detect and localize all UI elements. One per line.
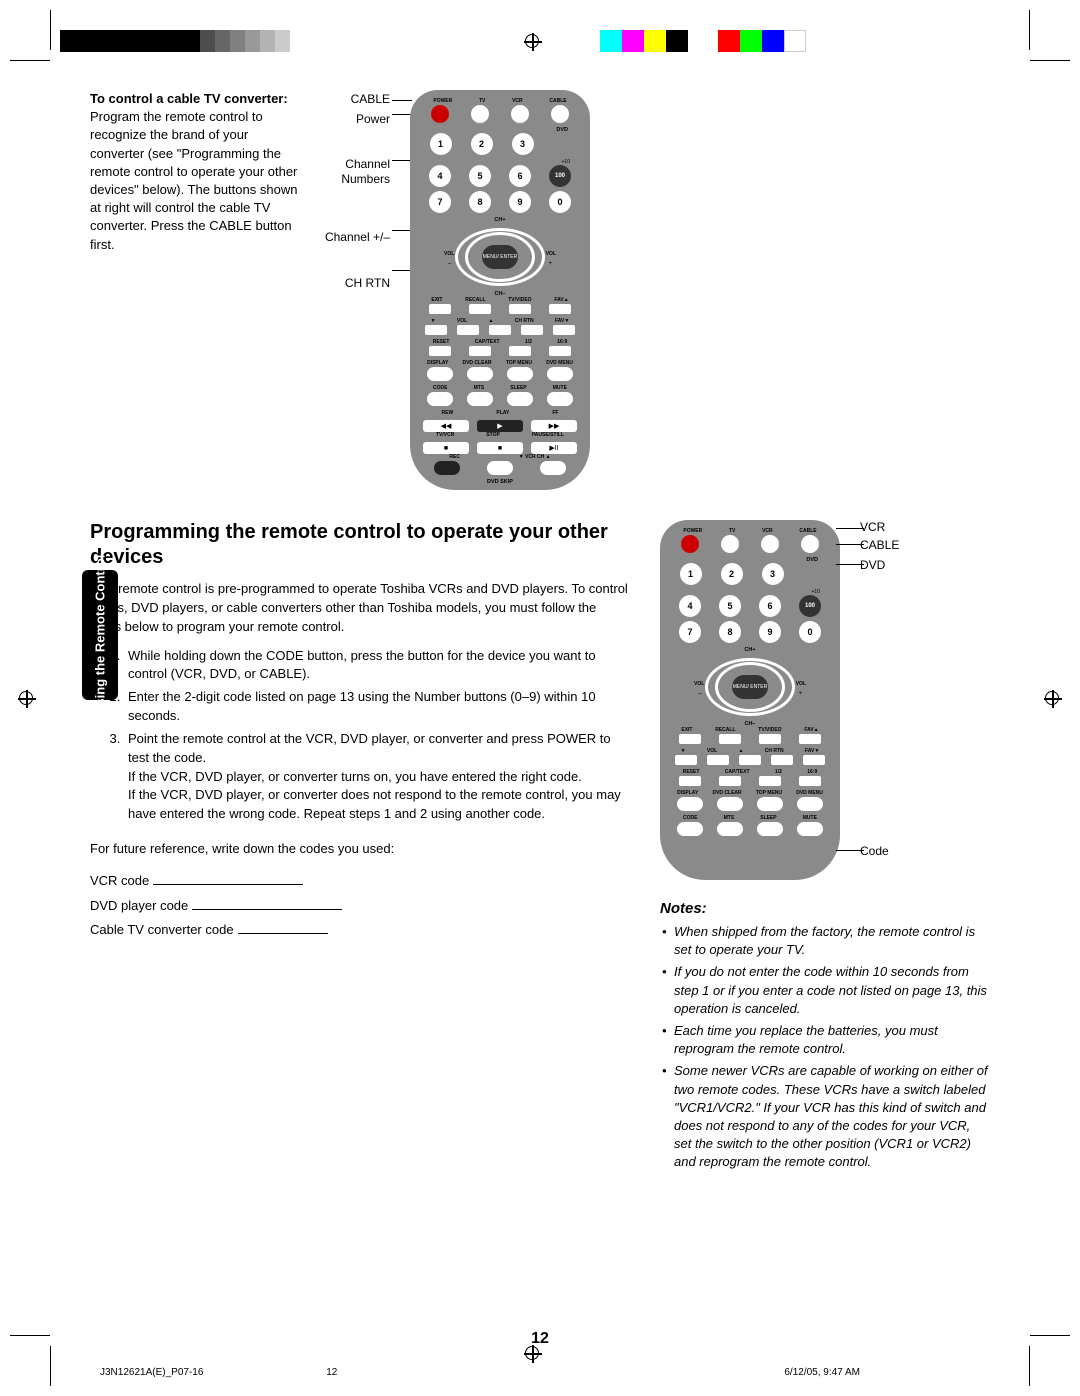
registration-mark-top bbox=[524, 33, 542, 51]
section-heading: To control a cable TV converter: bbox=[90, 90, 300, 108]
code-line: Cable TV converter code bbox=[90, 918, 630, 943]
main-text-column: Programming the remote control to operat… bbox=[90, 520, 630, 1175]
code-line: VCR code bbox=[90, 869, 630, 894]
notes-list: When shipped from the factory, the remot… bbox=[660, 923, 990, 1171]
callout-label: DVD bbox=[860, 558, 885, 572]
code-line: DVD player code bbox=[90, 894, 630, 919]
code-reference: For future reference, write down the cod… bbox=[90, 840, 630, 943]
step-item: While holding down the CODE button, pres… bbox=[124, 647, 630, 685]
note-item: Some newer VCRs are capable of working o… bbox=[660, 1062, 990, 1171]
section-tab: Using the Remote Control bbox=[82, 570, 118, 700]
callout-label: VCR bbox=[860, 520, 885, 534]
notes-section: Notes: When shipped from the factory, th… bbox=[660, 900, 990, 1171]
note-item: Each time you replace the batteries, you… bbox=[660, 1022, 990, 1058]
step-item: Point the remote control at the VCR, DVD… bbox=[124, 730, 630, 824]
step-item: Enter the 2-digit code listed on page 13… bbox=[124, 688, 630, 726]
callout-label: Code bbox=[860, 844, 889, 858]
page-number: 12 bbox=[531, 1330, 549, 1348]
programming-section: Programming the remote control to operat… bbox=[90, 520, 990, 1175]
steps-list: While holding down the CODE button, pres… bbox=[124, 647, 630, 825]
intro-paragraph: This remote control is pre-programmed to… bbox=[90, 580, 630, 637]
callout-label: Channel +/– bbox=[320, 230, 390, 246]
registration-mark-left bbox=[18, 690, 36, 708]
instruction-text: To control a cable TV converter: Program… bbox=[90, 90, 300, 490]
remote-diagram-2: POWERTVVCRCABLEDVD123+104561007890CH+MEN… bbox=[660, 520, 990, 880]
cable-converter-section: To control a cable TV converter: Program… bbox=[90, 90, 990, 490]
remote-illustration: POWERTVVCRCABLEDVD123+104561007890CH+MEN… bbox=[410, 90, 590, 490]
page-content: To control a cable TV converter: Program… bbox=[90, 90, 990, 1175]
footer-right: 6/12/05, 9:47 AM bbox=[784, 1367, 860, 1378]
section-tab-label: Using the Remote Control bbox=[92, 555, 108, 715]
callout-label: Power bbox=[320, 112, 390, 128]
right-column: POWERTVVCRCABLEDVD123+104561007890CH+MEN… bbox=[660, 520, 990, 1175]
section-body: Program the remote control to recognize … bbox=[90, 108, 300, 254]
callout-label: CH RTN bbox=[320, 276, 390, 292]
remote-diagram-1: POWERTVVCRCABLEDVD123+104561007890CH+MEN… bbox=[410, 90, 620, 490]
note-item: If you do not enter the code within 10 s… bbox=[660, 963, 990, 1018]
future-ref-text: For future reference, write down the cod… bbox=[90, 840, 630, 859]
registration-mark-right bbox=[1044, 690, 1062, 708]
remote-illustration: POWERTVVCRCABLEDVD123+104561007890CH+MEN… bbox=[660, 520, 840, 880]
callout-label: CABLE bbox=[860, 538, 899, 552]
main-heading: Programming the remote control to operat… bbox=[90, 520, 630, 570]
callout-labels: CABLE Power Channel Numbers Channel +/– … bbox=[320, 90, 390, 490]
notes-heading: Notes: bbox=[660, 900, 990, 917]
callout-label: CABLE bbox=[320, 92, 390, 108]
note-item: When shipped from the factory, the remot… bbox=[660, 923, 990, 959]
callout-label: Channel Numbers bbox=[320, 157, 390, 186]
footer-left: J3N12621A(E)_P07-16 12 bbox=[100, 1367, 337, 1378]
